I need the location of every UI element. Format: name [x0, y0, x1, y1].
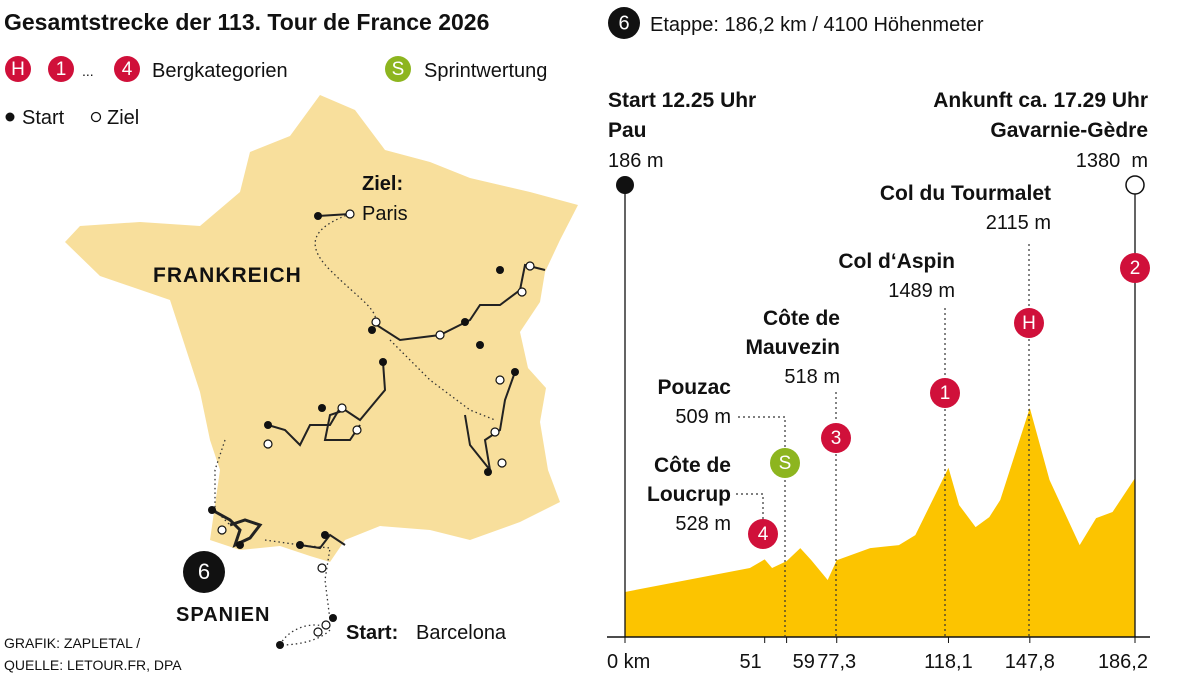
route — [267, 407, 341, 447]
profile: 0 km 51 59 77,3 118,1 147,8 186,2 — [607, 408, 1150, 673]
stage-info: Etappe: 186,2 km / 4100 Höhenmeter — [650, 14, 984, 36]
climb-name: Col du Tourmalet — [880, 182, 1051, 205]
finish-line: Ankunft ca. 17.29 Uhr — [933, 89, 1148, 112]
title: Gesamtstrecke der 113. Tour de France 20… — [4, 9, 489, 35]
climb-badge-text: 3 — [831, 428, 842, 449]
map-country: FRANKREICH — [153, 264, 302, 287]
legend-start: Start — [22, 107, 65, 129]
climb-badge — [770, 448, 800, 478]
elevation-area — [625, 408, 1135, 637]
route — [299, 533, 346, 550]
finish-dot — [1125, 175, 1145, 195]
legend-sprint: Sprintwertung — [424, 60, 547, 82]
route-transfer — [279, 624, 331, 646]
climb-elevation: 1489 m — [888, 280, 955, 302]
climb-elevation: 528 m — [675, 513, 731, 535]
route — [211, 508, 263, 548]
map-stage-badge — [183, 551, 225, 593]
legend-finish: Ziel — [107, 107, 139, 129]
legend-sprint-text: S — [392, 59, 405, 80]
x-tick-label: 0 km — [607, 651, 650, 673]
legend-sprint-badge — [385, 56, 411, 82]
climb-name: Côte de — [654, 454, 731, 477]
route-starts — [208, 212, 519, 649]
climb-badge-text: 1 — [940, 383, 951, 404]
legend-badge-text: 1 — [56, 59, 67, 80]
finish-line: Gavarnie-Gèdre — [990, 119, 1148, 142]
legend-badge — [5, 56, 31, 82]
x-tick-label: 77,3 — [817, 651, 856, 673]
legend-badge — [48, 56, 74, 82]
route-finishes — [217, 209, 535, 637]
climb-badge — [930, 378, 960, 408]
climb-badge-text: 2 — [1130, 258, 1141, 279]
x-tick-label: 59 — [793, 651, 815, 673]
map-neighbor: SPANIEN — [176, 604, 270, 626]
x-tick-label: 118,1 — [924, 651, 973, 673]
start-elevation: 186 m — [608, 150, 664, 172]
stage-badge — [608, 7, 640, 39]
route-transfer — [389, 339, 496, 421]
legend-finish-dot — [90, 111, 102, 123]
climb-badge-text: S — [779, 453, 792, 474]
map-finish-label: Ziel: — [362, 173, 403, 195]
map-france — [65, 95, 578, 562]
start-dot — [616, 176, 634, 194]
climb-name: Mauvezin — [745, 336, 840, 359]
x-tick-label: 51 — [739, 651, 761, 673]
x-tick-label: 186,2 — [1098, 651, 1148, 673]
legend-badge — [114, 56, 140, 82]
route — [464, 371, 516, 474]
credit: GRAFIK: ZAPLETAL / — [4, 635, 140, 651]
start-line: Start 12.25 Uhr — [608, 89, 756, 112]
leader — [738, 416, 786, 448]
legend-mountain: Bergkategorien — [152, 60, 288, 82]
climb-name: Col d‘Aspin — [838, 250, 955, 273]
climb-elevation: 509 m — [675, 406, 731, 428]
credit: QUELLE: LETOUR.FR, DPA — [4, 657, 182, 673]
climb-badge — [748, 519, 778, 549]
map-stage-text: 6 — [198, 559, 210, 584]
map-start-city: Barcelona — [416, 622, 507, 644]
legend-badge-text: H — [11, 59, 25, 80]
climb-badge-text: H — [1022, 313, 1036, 334]
stage-badge-text: 6 — [618, 12, 629, 34]
climb-name: Côte de — [763, 307, 840, 330]
map-routes — [208, 209, 546, 649]
route — [317, 213, 351, 217]
climb-name: Loucrup — [647, 483, 731, 506]
climb-elevation: 518 m — [784, 366, 840, 388]
climb-badge — [1120, 253, 1150, 283]
map-finish-city: Paris — [362, 203, 408, 225]
map-start-label: Start: — [346, 622, 398, 644]
finish-elevation: 1380 m — [1076, 150, 1148, 172]
climb-badge-text: 4 — [758, 524, 769, 545]
climb-badge — [821, 423, 851, 453]
legend-badge-text: 4 — [122, 59, 133, 80]
route — [371, 263, 546, 342]
legend-ellipsis: ... — [82, 63, 94, 79]
leader — [736, 493, 764, 520]
x-tick-label: 147,8 — [1005, 651, 1055, 673]
start-line: Pau — [608, 119, 647, 142]
climb-badge — [1014, 308, 1044, 338]
route-transfer — [264, 539, 331, 621]
legend-start-dot — [5, 112, 15, 122]
climb-name: Pouzac — [657, 376, 731, 399]
climb-elevation: 2115 m — [986, 212, 1051, 234]
